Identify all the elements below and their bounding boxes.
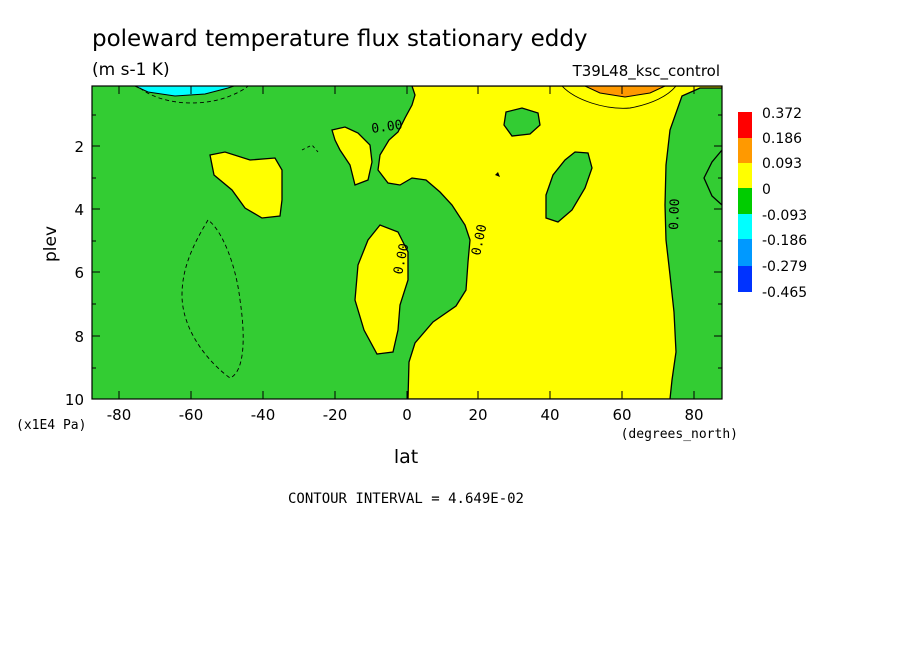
y-axis-units: (x1E4 Pa): [16, 418, 86, 433]
plot-area: 0.00 0.00 0.00 0.00 2 4 6 8 10: [65, 85, 723, 424]
legend-swatch: [738, 138, 752, 163]
negative-region-arctic: [703, 148, 722, 206]
x-axis: [118, 86, 695, 399]
legend-level: -0.093: [762, 208, 807, 224]
run-label: T39L48_ksc_control: [572, 62, 720, 81]
legend-level: 0.372: [762, 106, 802, 122]
x-tick-label: 80: [684, 406, 703, 424]
small-contour-mark: [495, 172, 500, 177]
legend-level: 0.186: [762, 131, 802, 147]
x-tick-label: -80: [107, 406, 132, 424]
negative-region-midlat: [545, 151, 593, 223]
color-legend: 0.372 0.186 0.093 0 -0.093 -0.186 -0.279…: [738, 106, 807, 301]
strong-positive-patch: [584, 86, 666, 98]
y-tick-label: 4: [74, 201, 84, 219]
legend-swatch: [738, 163, 752, 188]
contour-label-1: 0.00: [391, 242, 412, 276]
contour-interval: CONTOUR INTERVAL = 4.649E-02: [288, 491, 524, 507]
negative-region-subtropical: [503, 107, 541, 137]
positive-region-equatorial: [354, 224, 409, 355]
legend-level: 0: [762, 182, 771, 198]
negative-contour-top: [139, 86, 249, 104]
y-axis-label: plev: [41, 226, 61, 262]
x-tick-label: -40: [251, 406, 276, 424]
y-tick-label: 6: [74, 264, 84, 282]
legend-swatch: [738, 188, 752, 214]
legend-swatch: [738, 214, 752, 239]
x-axis-label: lat: [394, 446, 418, 468]
legend-level: -0.186: [762, 233, 807, 249]
legend-level: 0.093: [762, 156, 802, 172]
y-axis: [92, 114, 722, 369]
positive-region-main: [377, 86, 722, 399]
legend-swatch: [738, 239, 752, 266]
x-tick-label: 0: [402, 406, 412, 424]
legend-swatch: [738, 266, 752, 292]
x-tick-label: -60: [179, 406, 204, 424]
contour-label-2: 0.00: [469, 223, 490, 257]
positive-region-southern: [209, 151, 283, 219]
contour-label-0: 0.00: [370, 118, 403, 137]
strong-negative-patch: [134, 86, 235, 97]
positive-region-upper-left: [331, 126, 373, 186]
x-axis-units: (degrees_north): [621, 427, 738, 442]
units-label: (m s-1 K): [92, 60, 170, 80]
y-tick-label: 2: [74, 138, 84, 156]
legend-swatch: [738, 112, 752, 138]
chart-title: poleward temperature flux stationary edd…: [92, 26, 588, 52]
x-tick-label: -20: [323, 406, 348, 424]
legend-level: -0.465: [762, 285, 807, 301]
legend-level: -0.279: [762, 259, 807, 275]
y-tick-label: 10: [65, 391, 84, 409]
x-tick-label: 60: [612, 406, 631, 424]
y-tick-label: 8: [74, 328, 84, 346]
contour-label-3: 0.00: [667, 198, 683, 230]
strong-positive-contour: [561, 86, 677, 109]
x-tick-label: 20: [468, 406, 487, 424]
x-tick-label: 40: [540, 406, 559, 424]
